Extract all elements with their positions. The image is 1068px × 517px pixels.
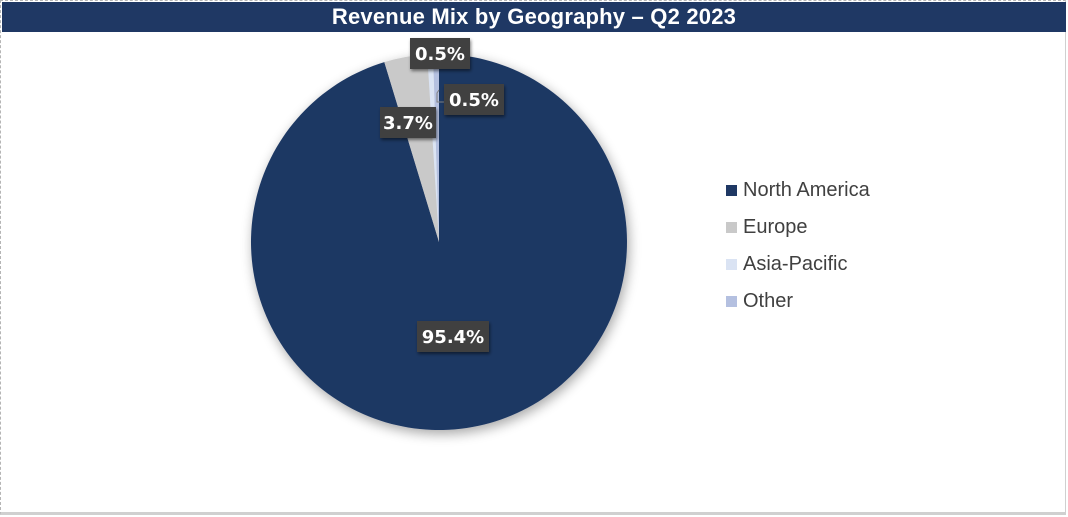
- legend-item-other[interactable]: Other: [726, 283, 870, 320]
- leader-line: [436, 89, 447, 103]
- legend: North America Europe Asia-Pacific Other: [726, 172, 870, 320]
- svg-text:3.7%: 3.7%: [383, 113, 433, 134]
- legend-swatch-asia-pacific: [726, 259, 737, 270]
- svg-text:0.5%: 0.5%: [449, 90, 499, 111]
- pie-slice-asia-pacific[interactable]: [427, 54, 439, 243]
- data-label-north-america: 95.4%: [417, 321, 489, 352]
- legend-item-north-america[interactable]: North America: [726, 172, 870, 209]
- legend-item-europe[interactable]: Europe: [726, 209, 870, 246]
- chart-title: Revenue Mix by Geography – Q2 2023: [2, 2, 1066, 32]
- pie-slice-europe[interactable]: [384, 54, 439, 243]
- legend-swatch-north-america: [726, 185, 737, 196]
- legend-item-asia-pacific[interactable]: Asia-Pacific: [726, 246, 870, 283]
- data-label-europe: 3.7%: [380, 107, 436, 138]
- pie-slice-other[interactable]: [433, 53, 439, 242]
- legend-swatch-other: [726, 296, 737, 307]
- pie-slice-north-america[interactable]: [250, 54, 627, 430]
- data-label-other: 0.5%: [410, 38, 470, 69]
- legend-swatch-europe: [726, 222, 737, 233]
- svg-text:95.4%: 95.4%: [422, 327, 484, 348]
- svg-text:0.5%: 0.5%: [415, 44, 465, 65]
- data-label-asia-pacific: 0.5%: [444, 84, 504, 115]
